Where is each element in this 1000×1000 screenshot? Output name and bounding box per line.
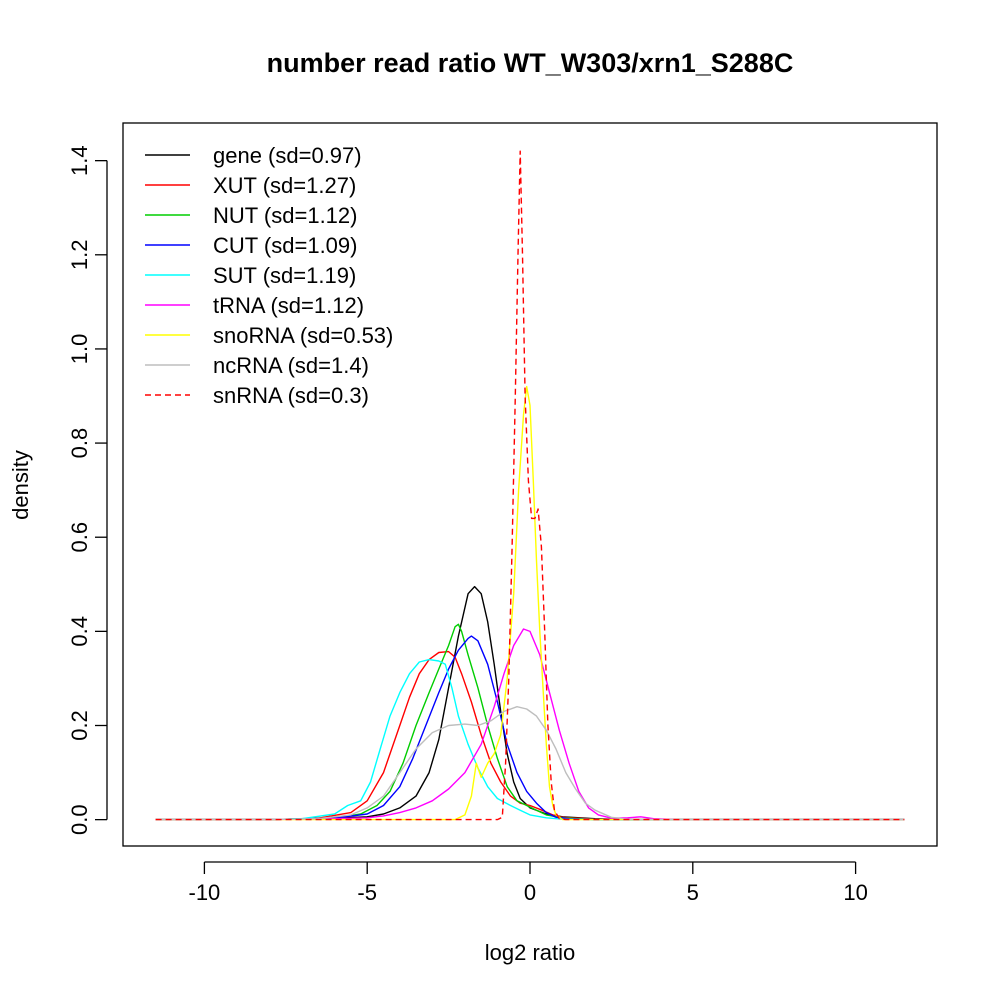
legend-label: ncRNA (sd=1.4) bbox=[213, 353, 369, 378]
plot-box bbox=[122, 122, 938, 847]
series-line-8 bbox=[155, 150, 905, 821]
x-tick-label: 10 bbox=[843, 880, 867, 905]
y-tick-label: 1.0 bbox=[67, 334, 92, 365]
y-tick-label: 1.2 bbox=[67, 240, 92, 271]
legend-label: gene (sd=0.97) bbox=[213, 143, 362, 168]
x-axis-label: log2 ratio bbox=[485, 940, 576, 965]
y-tick-label: 0.8 bbox=[67, 428, 92, 459]
y-axis-label: density bbox=[8, 450, 33, 520]
legend-label: XUT (sd=1.27) bbox=[213, 173, 356, 198]
y-tick-label: 0.6 bbox=[67, 522, 92, 553]
legend: gene (sd=0.97) XUT (sd=1.27) NUT (sd=1.12)… bbox=[145, 143, 393, 408]
legend-label: snRNA (sd=0.3) bbox=[213, 383, 369, 408]
series-layer bbox=[155, 150, 905, 821]
legend-label: NUT (sd=1.12) bbox=[213, 203, 357, 228]
x-tick-label: 0 bbox=[524, 880, 536, 905]
x-tick-label: 5 bbox=[687, 880, 699, 905]
legend-label: snoRNA (sd=0.53) bbox=[213, 323, 393, 348]
y-tick-label: 0.2 bbox=[67, 710, 92, 741]
y-axis: 0.0 0.2 0.4 0.6 0.8 1.0 1.2 1.4 bbox=[67, 145, 108, 835]
y-tick-label: 0.4 bbox=[67, 616, 92, 647]
y-tick-label: 1.4 bbox=[67, 145, 92, 176]
series-line-3 bbox=[155, 635, 905, 821]
series-line-7 bbox=[155, 706, 905, 821]
legend-label: SUT (sd=1.19) bbox=[213, 263, 356, 288]
legend-label: tRNA (sd=1.12) bbox=[213, 293, 364, 318]
x-axis: -10 -5 0 5 10 bbox=[189, 861, 868, 905]
x-tick-label: -5 bbox=[357, 880, 377, 905]
series-line-2 bbox=[155, 623, 905, 821]
chart-title: number read ratio WT_W303/xrn1_S288C bbox=[267, 48, 794, 78]
series-line-6 bbox=[155, 385, 905, 821]
x-tick-label: -10 bbox=[189, 880, 221, 905]
legend-label: CUT (sd=1.09) bbox=[213, 233, 357, 258]
y-tick-label: 0.0 bbox=[67, 804, 92, 835]
series-line-4 bbox=[155, 658, 905, 821]
